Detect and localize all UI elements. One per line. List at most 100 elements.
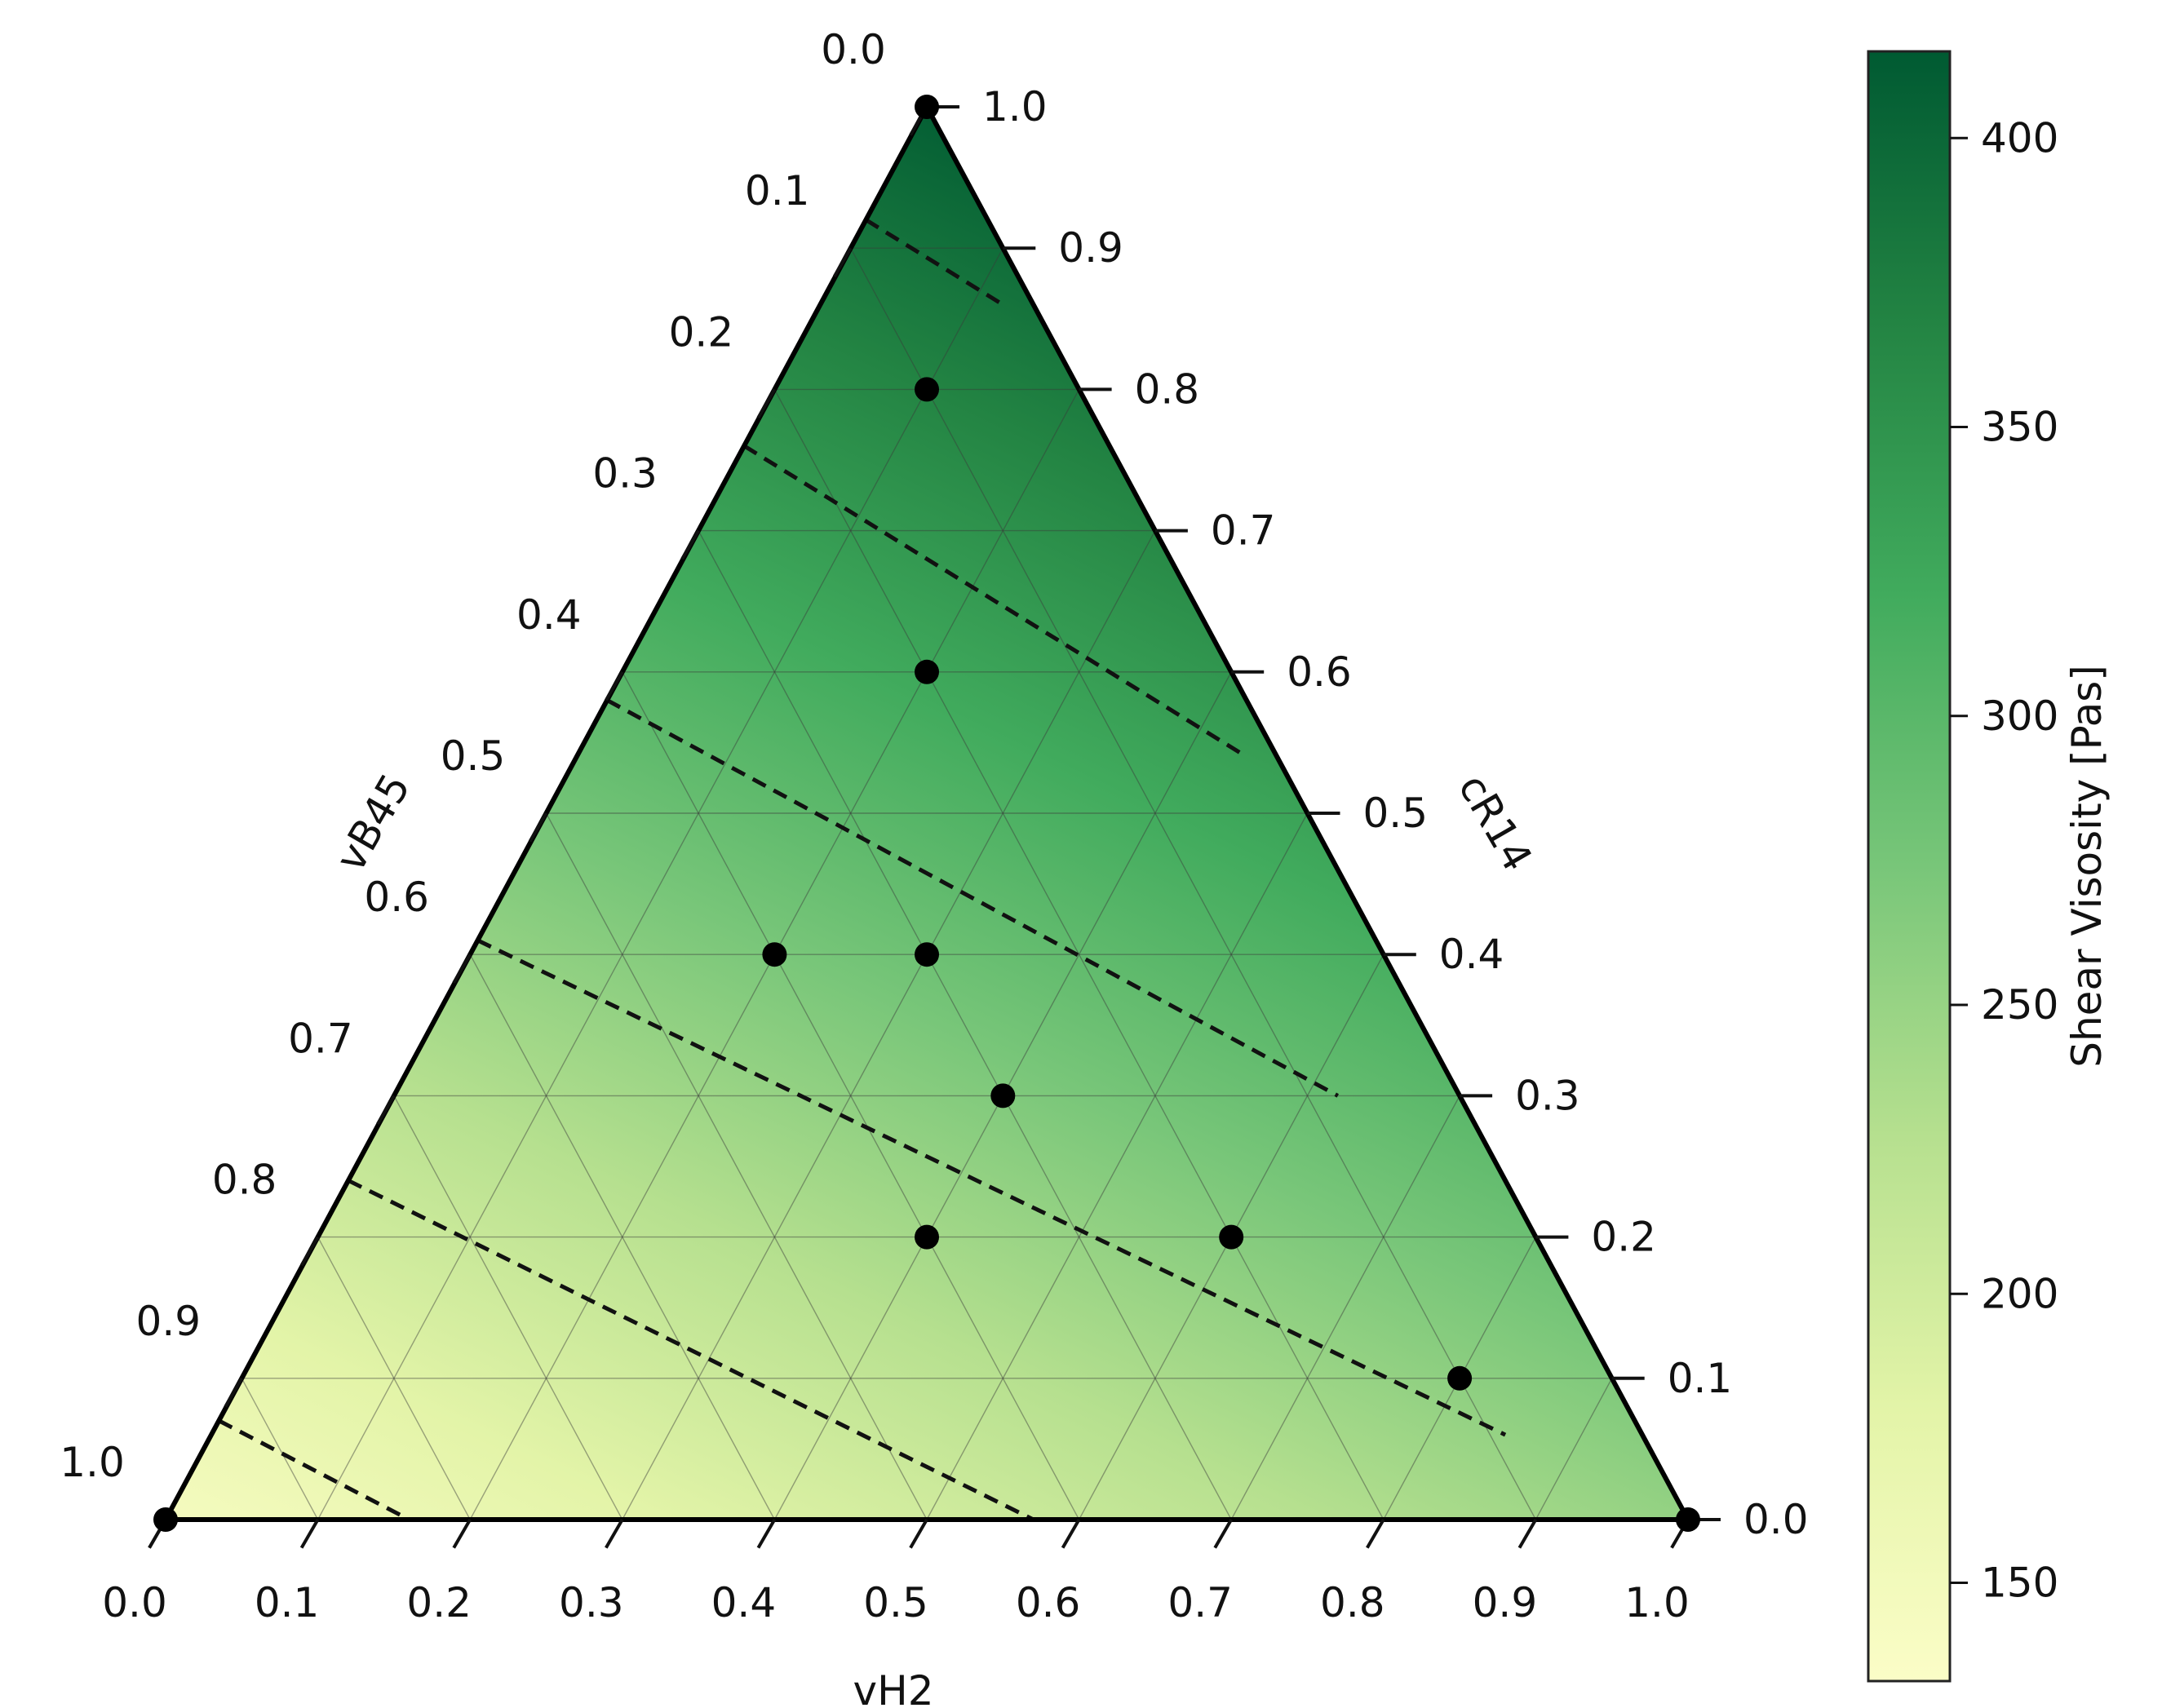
data-point [1676, 1507, 1700, 1532]
data-point [1219, 1224, 1244, 1250]
tick-label: 0.8 [1320, 1579, 1385, 1626]
tick-label: 0.5 [1363, 790, 1429, 837]
tick-mark [832, 247, 853, 277]
tick-label: 0.6 [1287, 648, 1352, 696]
data-point [990, 1083, 1016, 1108]
tick-mark [1517, 1518, 1538, 1549]
contour-lines [218, 218, 1507, 1520]
tick-mark [1213, 1518, 1233, 1549]
tick-label: 0.2 [669, 308, 734, 356]
data-point [153, 1507, 178, 1532]
data-point [915, 942, 939, 967]
contour-line [865, 218, 1004, 307]
grid-line [241, 1378, 319, 1520]
tick-label: 0.3 [559, 1579, 624, 1626]
tick-label: 0.9 [1058, 224, 1123, 272]
tick-mark [909, 1518, 928, 1549]
grid-line [1230, 1095, 1460, 1520]
tick-label: 0.6 [364, 874, 429, 921]
grid-line [393, 1095, 623, 1520]
contour-line [218, 1418, 410, 1520]
tick-label: 0.9 [136, 1298, 202, 1345]
tick-mark [224, 1377, 244, 1408]
grid-line [698, 530, 1232, 1520]
bottom-axis-label: vH2 [853, 1667, 934, 1708]
colorbar-tick-label: 350 [1981, 404, 2058, 451]
grid-line [469, 954, 776, 1520]
grid-line [850, 247, 1537, 1520]
colorbar: 150 200 250 300 350 400 Shear Visosity [Pas] [1867, 50, 2111, 1683]
tick-label: 0.8 [1135, 365, 1200, 413]
tick-label: 0.2 [1591, 1214, 1656, 1261]
tick-label: 0.9 [1473, 1579, 1538, 1626]
contour-line [742, 444, 1248, 759]
colorbar-label: Shear Visosity [Pas] [2063, 665, 2111, 1068]
tick-label: 0.5 [863, 1579, 928, 1626]
tick-label: 1.0 [1624, 1579, 1690, 1626]
tick-mark [1061, 1518, 1081, 1549]
colorbar-gradient [1867, 50, 1952, 1683]
tick-mark [452, 1518, 472, 1549]
contour-line [605, 698, 1340, 1098]
right-axis-label: cR14 [1449, 767, 1541, 879]
ternary-plot-area: 0.0 0.1 0.2 0.3 0.4 0.5 0.6 0.7 0.8 0.9 1.0 0.0 0.1 0… [60, 26, 1808, 1626]
tick-mark [605, 670, 624, 701]
tick-label: 0.4 [1439, 931, 1504, 978]
tick-label: 0.8 [212, 1157, 277, 1204]
tick-label: 0.2 [406, 1579, 472, 1626]
contour-line [476, 938, 1507, 1437]
colorbar-tick-label: 150 [1981, 1560, 2058, 1607]
tick-label: 0.0 [102, 1579, 167, 1626]
tick-label: 1.0 [60, 1439, 125, 1486]
contour-line [347, 1179, 1034, 1520]
tick-mark [1366, 1518, 1385, 1549]
tick-label: 0.5 [441, 732, 506, 780]
colorbar-tick-label: 250 [1981, 981, 2058, 1029]
grid-line [622, 530, 1156, 1520]
grid-line [317, 1237, 471, 1520]
tick-mark [756, 1518, 777, 1549]
grid-line [773, 389, 1384, 1520]
tick-mark [680, 529, 700, 560]
tick-label: 1.0 [982, 83, 1048, 131]
tick-label: 0.3 [592, 450, 658, 498]
tick-mark [452, 954, 472, 984]
colorbar-tick-label: 400 [1981, 114, 2058, 162]
grid-line [545, 812, 928, 1520]
tick-label: 0.1 [745, 167, 810, 215]
tick-label: 0.6 [1016, 1579, 1081, 1626]
tick-label: 0.3 [1515, 1072, 1580, 1119]
data-point [915, 95, 939, 119]
left-axis-label: vB45 [326, 766, 419, 879]
tick-mark [605, 1518, 624, 1549]
tick-label: 0.0 [1743, 1496, 1809, 1543]
tick-mark [376, 1095, 396, 1126]
tick-label: 0.1 [255, 1579, 320, 1626]
tick-label: 0.7 [1211, 507, 1276, 555]
data-point [762, 942, 787, 967]
colorbar-tick-label: 300 [1981, 692, 2058, 740]
tick-label: 0.7 [1167, 1579, 1233, 1626]
tick-label: 0.1 [1668, 1355, 1733, 1402]
tick-mark [299, 1236, 320, 1267]
colorbar-tick-label: 200 [1981, 1270, 2058, 1317]
axis-ticks: 0.0 0.1 0.2 0.3 0.4 0.5 0.6 0.7 0.8 0.9 1.0 0.0 0.1 0… [60, 26, 1808, 1626]
grid-line [1535, 1378, 1613, 1520]
colorbar-ticks: 150 200 250 300 350 400 [1950, 114, 2058, 1607]
heatmap-fill [166, 107, 1688, 1520]
tick-mark [299, 1518, 320, 1549]
data-point [1447, 1365, 1473, 1391]
data-point [915, 1224, 939, 1250]
grid-line [926, 812, 1309, 1520]
tick-mark [528, 812, 548, 843]
grid-line [317, 247, 1003, 1520]
tick-mark [756, 388, 777, 419]
data-point [915, 377, 939, 402]
data-points [153, 95, 1700, 1532]
tick-label: 0.0 [821, 26, 886, 73]
grid-line [622, 671, 1080, 1520]
tick-label: 0.7 [288, 1015, 353, 1062]
tick-label: 0.4 [711, 1579, 777, 1626]
data-point [915, 659, 939, 684]
